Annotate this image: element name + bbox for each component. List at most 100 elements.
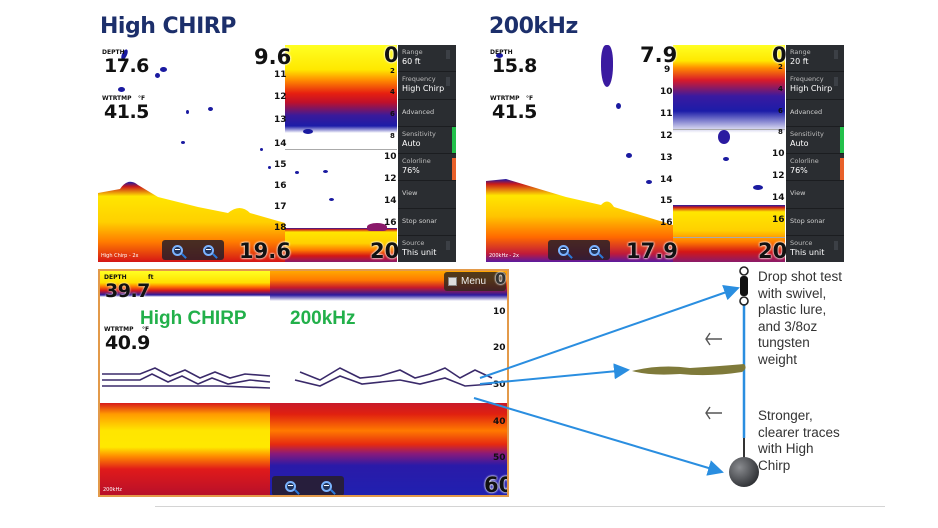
- menu-label: Frequency: [402, 75, 436, 84]
- title-high-chirp: High CHIRP: [100, 14, 236, 39]
- zoom-range-marker: [673, 129, 785, 130]
- sonar-history-pane: [98, 45, 285, 262]
- zoom-in-button[interactable]: [589, 244, 600, 256]
- zoom-out-button[interactable]: [284, 480, 296, 492]
- drag-handle-icon: [834, 77, 838, 87]
- sonar-comparison-screen: DEPTH ft 39.7 WTRTMP °F 40.9 High CHIRP …: [98, 269, 509, 497]
- note-line: Stronger,: [758, 408, 813, 423]
- zoom-out-button[interactable]: [558, 244, 569, 256]
- range-scale-tick: 12: [384, 174, 397, 184]
- zoom-controls: [548, 240, 610, 260]
- fish-arch: [626, 153, 632, 158]
- menu-item-advanced[interactable]: Advanced: [398, 100, 456, 127]
- surface-clutter: [673, 45, 785, 133]
- fish-arch: [329, 198, 334, 201]
- menu-label: Source: [402, 239, 425, 248]
- menu-label: Frequency: [790, 75, 824, 84]
- zoom-scale-tick: 16: [274, 181, 287, 191]
- range-scale-tick: 16: [384, 218, 397, 228]
- range-scale-tick: 4: [778, 85, 783, 93]
- menu-item-advanced[interactable]: Advanced: [786, 100, 844, 127]
- menu-item-source[interactable]: Source This unit: [786, 236, 844, 262]
- zoom-scale-tick: 14: [274, 139, 287, 149]
- zoom-scale-tick: 15: [274, 160, 287, 170]
- menu-item-frequency[interactable]: Frequency High Chirp: [398, 72, 456, 100]
- menu-item-stop-sonar[interactable]: Stop sonar: [786, 209, 844, 237]
- sensitivity-slider[interactable]: [840, 126, 844, 154]
- fish-arch: [181, 141, 185, 144]
- menu-item-view[interactable]: View: [786, 181, 844, 209]
- fish-arch: [496, 53, 503, 58]
- range-scale-tick: 12: [772, 171, 785, 181]
- zoom-scale-tick: 12: [660, 131, 673, 141]
- menu-item-range[interactable]: Range 20 ft: [786, 45, 844, 73]
- drag-handle-icon: [834, 50, 838, 59]
- sonar-screen-high-chirp: DEPTH 17.6 WTRTMP °F 41.5 9.6 19.6 11 12…: [98, 45, 456, 262]
- arrow-to-swivel: [479, 285, 740, 379]
- sensitivity-slider[interactable]: [452, 126, 456, 154]
- fish-arch: [160, 67, 167, 72]
- water-temp-label: WTRTMP: [490, 95, 520, 102]
- overlay-label-200khz: 200kHz: [290, 308, 356, 329]
- range-bottom: 20: [758, 239, 788, 262]
- sonar-history-pane: [486, 45, 673, 262]
- zoom-top-depth: 7.9: [640, 45, 678, 67]
- range-scale-tick: 30: [493, 380, 506, 390]
- depth-label: DEPTH: [104, 274, 127, 281]
- menu-icon: [448, 277, 457, 286]
- range-scale-tick: 4: [390, 88, 395, 96]
- menu-value: Auto: [402, 138, 421, 148]
- menu-label: Menu: [461, 276, 487, 287]
- fish-arch: [723, 157, 729, 161]
- menu-item-range[interactable]: Range 60 ft: [398, 45, 456, 73]
- depth-value: 15.8: [492, 55, 537, 77]
- range-scale-tick: 40: [493, 417, 506, 427]
- fish-arch: [367, 223, 387, 231]
- fish-arch: [753, 185, 763, 190]
- zoom-bottom-depth: 19.6: [239, 239, 291, 262]
- menu-value: High Chirp: [790, 84, 833, 94]
- depth-label: DEPTH: [490, 49, 513, 56]
- water-temp-label: WTRTMP: [104, 326, 134, 333]
- menu-item-colorline[interactable]: Colorline 76%: [398, 154, 456, 182]
- range-scale-tick: 14: [384, 196, 397, 206]
- colorline-slider[interactable]: [452, 158, 456, 181]
- bottom-echo-zoom: [285, 228, 397, 262]
- zoom-in-button[interactable]: [320, 480, 332, 492]
- menu-item-stop-sonar[interactable]: Stop sonar: [398, 209, 456, 237]
- drop-shot-diagram: [473, 266, 759, 487]
- menu-item-colorline[interactable]: Colorline 76%: [786, 154, 844, 182]
- range-scale-tick: 8: [390, 132, 395, 140]
- zoom-in-button[interactable]: [203, 244, 214, 256]
- zoom-scale-tick: 11: [274, 70, 287, 80]
- zoom-scale-tick: 13: [660, 153, 673, 163]
- menu-item-source[interactable]: Source This unit: [398, 236, 456, 262]
- zoom-scale-tick: 18: [274, 223, 287, 233]
- range-scale-tick: 6: [778, 107, 783, 115]
- menu-label: Sensitivity: [402, 129, 436, 138]
- menu-value: This unit: [790, 248, 825, 258]
- thermocline-column: [601, 45, 613, 87]
- menu-item-view[interactable]: View: [398, 181, 456, 209]
- zoom-out-button[interactable]: [172, 244, 183, 256]
- tungsten-weight: [729, 457, 759, 487]
- note-line: weight: [758, 351, 798, 367]
- frequency-footer-label: High Chirp - 2x: [101, 253, 139, 259]
- menu-label: Stop sonar: [402, 216, 437, 225]
- range-bottom: 20: [370, 239, 400, 262]
- depth-unit: ft: [148, 274, 154, 281]
- colorline-slider[interactable]: [840, 158, 844, 181]
- bottom-echo-profile: [98, 181, 285, 262]
- menu-value: Auto: [790, 138, 809, 148]
- note-line: and 3/8oz: [758, 318, 818, 334]
- sonar-menu-panel: Range 60 ft Frequency High Chirp Advanced …: [398, 45, 456, 262]
- menu-button[interactable]: Menu: [444, 272, 506, 291]
- zoom-scale-tick: 13: [274, 115, 287, 125]
- sonar-zoom-pane: [673, 45, 785, 262]
- range-scale-tick: 16: [772, 215, 785, 225]
- menu-item-sensitivity[interactable]: Sensitivity Auto: [398, 126, 456, 155]
- menu-label: Range: [402, 48, 423, 56]
- menu-item-sensitivity[interactable]: Sensitivity Auto: [786, 126, 844, 155]
- menu-item-frequency[interactable]: Frequency High Chirp: [786, 72, 844, 100]
- overlay-label-chirp: High CHIRP: [140, 308, 247, 329]
